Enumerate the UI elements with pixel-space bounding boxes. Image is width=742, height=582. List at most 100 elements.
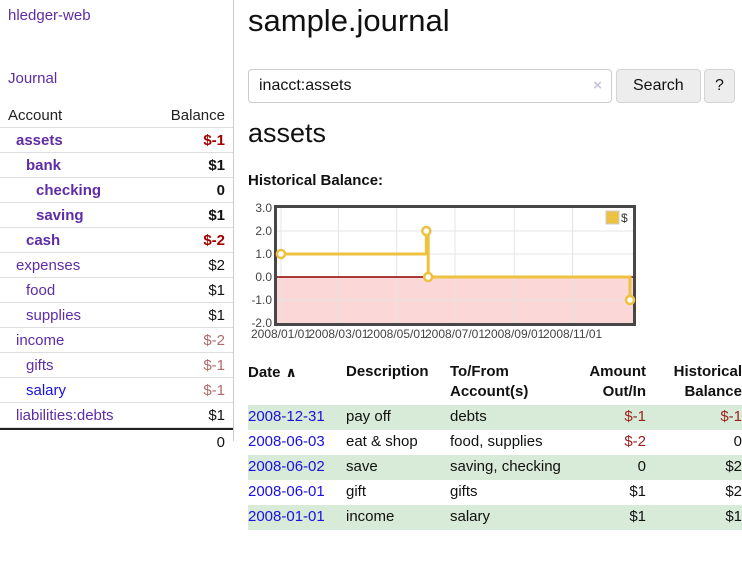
search-box: × (248, 69, 612, 103)
column-header-amount-out-in: Amount Out/In (589, 363, 646, 400)
transaction-description: gift (346, 483, 367, 500)
account-row: income $-2 (0, 328, 233, 353)
main-content: sample.journal × Search ? assets Histori… (248, 0, 742, 582)
account-balance: $-2 (203, 331, 225, 349)
sidebar-account-saving[interactable]: saving (36, 206, 84, 224)
transaction-balance: $2 (725, 483, 742, 500)
register-row: 2008-06-02 save saving, checking 0 $2 (248, 455, 742, 480)
chart-title: Historical Balance: (248, 172, 384, 189)
account-balance: $-1 (203, 381, 225, 399)
column-header-to-from-account-s-: To/From Account(s) (450, 363, 529, 400)
sidebar-account-bank[interactable]: bank (26, 156, 62, 174)
account-row: saving $1 (0, 203, 233, 228)
svg-text:2008/11/01: 2008/11/01 (543, 327, 602, 341)
account-balance: 0 (216, 181, 225, 199)
svg-text:0.0: 0.0 (255, 270, 272, 284)
sidebar-account-assets[interactable]: assets (16, 131, 63, 149)
account-row: expenses $2 (0, 253, 233, 278)
total-balance: 0 (216, 433, 225, 451)
transaction-date-link[interactable]: 2008-01-01 (248, 508, 325, 525)
svg-text:2008/05/01: 2008/05/01 (367, 327, 427, 341)
svg-text:2008/07/01: 2008/07/01 (425, 327, 485, 341)
transaction-description: eat & shop (346, 433, 418, 450)
account-balance: $1 (208, 306, 225, 324)
column-header-date[interactable]: Date ∧ (248, 364, 297, 381)
account-row: gifts $-1 (0, 353, 233, 378)
account-row: assets $-1 (0, 128, 233, 153)
account-balance: $-1 (203, 356, 225, 374)
transaction-date-link[interactable]: 2008-12-31 (248, 408, 325, 425)
transaction-date-link[interactable]: 2008-06-02 (248, 458, 325, 475)
total-row: 0 (0, 428, 233, 454)
svg-text:$: $ (621, 211, 628, 225)
account-balance: $1 (208, 406, 225, 424)
account-row: supplies $1 (0, 303, 233, 328)
account-balance: $1 (208, 156, 225, 174)
sidebar-account-cash[interactable]: cash (26, 231, 61, 249)
transaction-description: pay off (346, 408, 391, 425)
sidebar-account-food[interactable]: food (26, 281, 56, 299)
sidebar-account-gifts[interactable]: gifts (26, 356, 54, 374)
account-balance: $1 (208, 281, 225, 299)
transaction-amount: $-1 (624, 408, 646, 425)
balance-column-header: Balance (170, 106, 225, 124)
transaction-balance: $-1 (720, 408, 742, 425)
svg-text:-1.0: -1.0 (251, 293, 272, 307)
transaction-balance: $1 (725, 508, 742, 525)
app-logo-link[interactable]: hledger-web (8, 7, 91, 24)
transaction-amount: $-2 (624, 433, 646, 450)
sidebar-account-salary[interactable]: salary (26, 381, 67, 399)
account-tree: Account Balance assets $-1 bank $1 checking 0… (0, 103, 233, 454)
clear-search-icon[interactable]: × (593, 77, 602, 94)
transaction-accounts: debts (450, 408, 487, 425)
svg-text:3.0: 3.0 (255, 202, 272, 215)
help-button[interactable]: ? (704, 69, 735, 103)
account-row: cash $-2 (0, 228, 233, 253)
svg-text:2.0: 2.0 (255, 224, 272, 238)
account-row: food $1 (0, 278, 233, 303)
transaction-date-link[interactable]: 2008-06-01 (248, 483, 325, 500)
sidebar: hledger-web Journal Account Balance asse… (0, 0, 233, 582)
account-balance: $1 (208, 206, 225, 224)
search-button[interactable]: Search (616, 69, 701, 103)
transaction-accounts: salary (450, 508, 491, 525)
account-tree-header: Account Balance (0, 103, 233, 128)
transaction-description: income (346, 508, 395, 525)
sidebar-item-journal[interactable]: Journal (8, 70, 58, 87)
account-row: bank $1 (0, 153, 233, 178)
svg-text:2008/03/01: 2008/03/01 (308, 327, 368, 341)
account-rows: assets $-1 bank $1 checking 0 saving $1 cash $-2 e… (0, 128, 233, 428)
register-header-row: Date ∧ Description To/From Account(s) Amount… (248, 360, 742, 405)
search-input[interactable] (248, 69, 612, 103)
sidebar-account-supplies[interactable]: supplies (26, 306, 82, 324)
sidebar-divider (233, 0, 234, 441)
account-column-header: Account (8, 106, 63, 124)
historical-balance-chart: $3.0 2.0 1.0 0.0 -1.0 -2.0 2008/01/01 2008/03/0… (245, 202, 742, 347)
transaction-accounts: gifts (450, 483, 478, 500)
transaction-amount: 0 (637, 458, 646, 475)
transaction-description: save (346, 458, 378, 475)
search-form: × Search ? (248, 69, 735, 103)
sidebar-account-expenses[interactable]: expenses (16, 256, 81, 274)
column-header-description: Description (346, 363, 429, 380)
sidebar-account-income[interactable]: income (16, 331, 65, 349)
account-balance: $2 (208, 256, 225, 274)
register-row: 2008-06-01 gift gifts $1 $2 (248, 480, 742, 505)
account-balance: $-1 (203, 131, 225, 149)
sort-ascending-icon: ∧ (285, 364, 297, 380)
account-heading: assets (248, 118, 327, 148)
column-header-historical-balance: Historical Balance (673, 363, 742, 400)
account-balance: $-2 (203, 231, 225, 249)
sidebar-account-checking[interactable]: checking (36, 181, 102, 199)
transaction-balance: $2 (725, 458, 742, 475)
transaction-date-link[interactable]: 2008-06-03 (248, 433, 325, 450)
svg-text:-2.0: -2.0 (251, 316, 272, 330)
transaction-amount: $1 (629, 508, 646, 525)
transaction-balance: 0 (733, 433, 742, 450)
transaction-amount: $1 (629, 483, 646, 500)
transaction-accounts: food, supplies (450, 433, 543, 450)
svg-text:2008/01/01: 2008/01/01 (251, 327, 311, 341)
transaction-accounts: saving, checking (450, 458, 561, 475)
sidebar-account-liabilities-debts[interactable]: liabilities:debts (16, 406, 114, 424)
svg-text:1.0: 1.0 (255, 247, 272, 261)
